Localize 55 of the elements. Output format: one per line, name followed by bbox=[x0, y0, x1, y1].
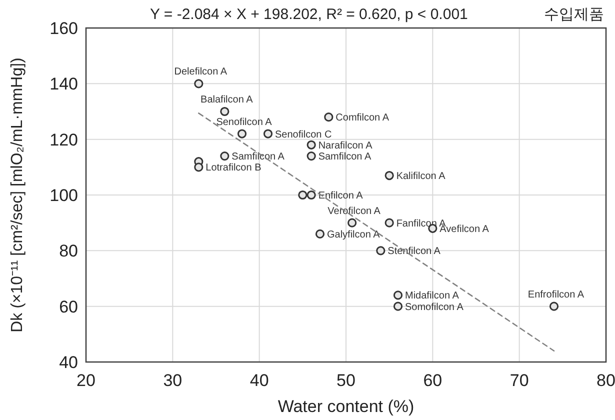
point bbox=[393, 302, 403, 311]
x-tick-label: 30 bbox=[163, 371, 182, 390]
point bbox=[384, 218, 394, 228]
point bbox=[237, 129, 247, 138]
y-tick-label: 100 bbox=[50, 186, 78, 205]
point bbox=[324, 112, 334, 122]
y-tick-label: 60 bbox=[59, 297, 78, 316]
x-tick-label: 40 bbox=[250, 371, 269, 390]
point bbox=[194, 79, 204, 88]
chart-title: Y = -2.084 × X + 198.202, R² = 0.620, p < 0.001 bbox=[150, 6, 468, 23]
x-tick-label: 60 bbox=[423, 371, 442, 390]
point bbox=[384, 170, 394, 180]
y-tick-label: 80 bbox=[59, 242, 78, 261]
point bbox=[220, 106, 230, 116]
y-tick-label: 160 bbox=[50, 19, 78, 38]
data-label: Enfilcon A bbox=[318, 190, 364, 202]
x-tick-label: 70 bbox=[510, 371, 529, 390]
point bbox=[306, 151, 316, 161]
data-label: Narafilcon A bbox=[318, 140, 373, 152]
data-label: Senofilcon C bbox=[275, 129, 332, 140]
data-label: Avefilcon A bbox=[440, 224, 490, 235]
data-label: Balafilcon A bbox=[200, 94, 254, 106]
data-label: Senofilcon A bbox=[216, 116, 272, 128]
data-label: Verofilcon A bbox=[328, 206, 381, 217]
y-tick-label: 140 bbox=[50, 74, 78, 94]
y-tick-label: 40 bbox=[59, 353, 78, 372]
point bbox=[220, 151, 230, 161]
point bbox=[348, 218, 357, 228]
point bbox=[306, 140, 316, 150]
point bbox=[306, 190, 316, 200]
data-label: Kalifilcon A bbox=[396, 171, 446, 182]
data-label: Delefilcon A bbox=[174, 66, 228, 78]
x-tick-label: 50 bbox=[336, 371, 356, 390]
chart-subtitle: 수입제품 bbox=[544, 6, 604, 23]
data-label: Stenfilcon A bbox=[388, 246, 441, 258]
point bbox=[263, 129, 273, 138]
point bbox=[194, 162, 204, 172]
point bbox=[549, 302, 559, 311]
data-label: Samfilcon A bbox=[232, 152, 285, 163]
x-tick-label: 20 bbox=[76, 371, 96, 390]
point bbox=[393, 290, 403, 300]
y-axis-title: Dk (×10⁻¹¹ [cm²/sec] [mlO₂/mL·mmHg]) bbox=[9, 58, 26, 332]
data-label: Enfrofilcon A bbox=[528, 289, 584, 300]
data-label: Comfilcon A bbox=[336, 112, 390, 124]
point bbox=[315, 229, 325, 239]
data-label: Midafilcon A bbox=[405, 290, 460, 302]
x-axis-title: Water content (%) bbox=[278, 397, 414, 416]
data-label: Galyfilcon A bbox=[327, 229, 380, 240]
data-label: Samfilcon A bbox=[318, 152, 372, 163]
x-tick-label: 80 bbox=[596, 371, 615, 390]
data-label: Lotrafilcon B bbox=[206, 162, 262, 174]
y-tick-label: 120 bbox=[50, 130, 78, 150]
point bbox=[376, 246, 386, 256]
data-label: Somofilcon A bbox=[405, 302, 464, 313]
point bbox=[298, 190, 308, 200]
